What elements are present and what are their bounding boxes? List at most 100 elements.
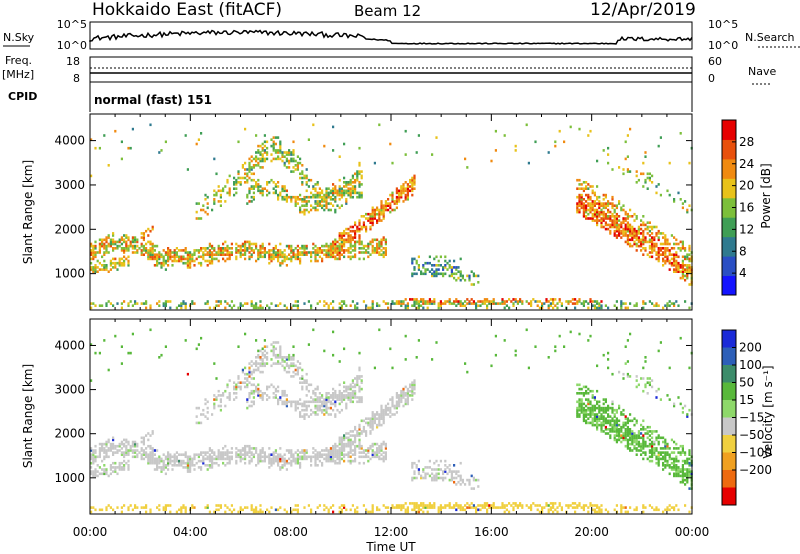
- power-cell: [307, 251, 310, 254]
- velocity-cell: [343, 385, 346, 389]
- velocity-cell: [173, 457, 176, 461]
- power-cell: [642, 185, 645, 188]
- power-cell: [255, 159, 258, 163]
- freq-left-tick-top: 18: [66, 55, 80, 68]
- power-cell: [103, 266, 106, 269]
- velocity-cell: [310, 459, 313, 463]
- velocity-cell: [204, 464, 207, 467]
- velocity-cell: [217, 389, 220, 393]
- power-cell: [589, 129, 592, 133]
- power-cell: [637, 178, 640, 182]
- power-cell: [105, 304, 108, 307]
- velocity-cell: [477, 508, 480, 512]
- power-data: [90, 123, 693, 310]
- power-cell: [310, 304, 313, 307]
- velocity-cell: [358, 387, 361, 391]
- power-cell: [167, 300, 170, 303]
- velocity-cell: [290, 461, 293, 465]
- velocity-cell: [235, 396, 238, 399]
- power-cell: [587, 204, 590, 207]
- velocity-cell: [338, 451, 341, 454]
- velocity-cell: [217, 508, 220, 512]
- power-cell: [292, 253, 295, 256]
- power-cell: [318, 202, 321, 205]
- velocity-cell: [272, 385, 275, 389]
- velocity-cell: [274, 389, 277, 393]
- velocity-cell: [629, 332, 632, 336]
- power-cell: [255, 306, 258, 310]
- velocity-cell: [360, 455, 363, 459]
- velocity-cell: [195, 347, 198, 351]
- power-cell: [637, 225, 640, 229]
- velocity-cell: [305, 451, 308, 454]
- power-cell: [378, 123, 381, 127]
- power-cell: [244, 251, 247, 254]
- velocity-cell: [127, 459, 130, 463]
- power-cell: [261, 142, 264, 146]
- power-cell: [241, 242, 244, 246]
- power-cell: [90, 302, 93, 305]
- power-cell: [334, 185, 337, 188]
- power-cell: [371, 306, 374, 310]
- velocity-cell: [371, 508, 374, 512]
- velocity-cell: [248, 372, 251, 376]
- velocity-cell: [283, 400, 286, 404]
- power-cell: [402, 300, 405, 303]
- velocity-cell: [596, 400, 599, 404]
- power-cell: [409, 298, 412, 301]
- power-cell: [624, 223, 627, 227]
- power-cell: [389, 202, 392, 205]
- velocity-cell: [277, 341, 280, 344]
- velocity-cell: [358, 375, 361, 378]
- power-cell: [666, 302, 669, 305]
- velocity-cell: [118, 468, 121, 471]
- power-cell: [303, 244, 306, 248]
- velocity-cell: [391, 400, 394, 404]
- power-cell: [653, 304, 656, 307]
- power-cell: [400, 191, 403, 195]
- power-colorbar-tick: 20: [739, 179, 754, 193]
- power-cell: [596, 223, 599, 227]
- velocity-cell: [206, 451, 209, 454]
- velocity-cell: [369, 417, 372, 420]
- velocity-cell: [272, 459, 275, 463]
- power-cell: [426, 306, 429, 310]
- velocity-cell: [138, 451, 141, 454]
- velocity-cell: [651, 430, 654, 433]
- power-cell: [244, 257, 247, 261]
- power-cell: [525, 300, 528, 303]
- power-colorbar-swatch: [722, 158, 736, 179]
- velocity-cell: [277, 360, 280, 363]
- velocity-cell: [338, 442, 341, 446]
- velocity-cell: [325, 447, 328, 450]
- power-cell: [371, 221, 374, 224]
- power-cell: [239, 249, 242, 252]
- power-cell: [336, 247, 339, 250]
- velocity-cell: [325, 506, 328, 509]
- power-cell: [178, 249, 181, 252]
- power-cell: [635, 229, 638, 233]
- power-cell: [602, 202, 605, 205]
- power-cell: [208, 253, 211, 256]
- power-cell: [587, 302, 590, 305]
- velocity-cell: [125, 444, 128, 448]
- power-cell: [369, 242, 372, 246]
- velocity-cell: [252, 383, 255, 387]
- velocity-cell: [233, 385, 236, 389]
- power-cell: [156, 264, 159, 267]
- velocity-cell: [325, 394, 328, 397]
- power-cell: [279, 191, 282, 195]
- power-cell: [629, 242, 632, 246]
- velocity-cell: [261, 364, 264, 368]
- power-cell: [472, 272, 475, 276]
- power-cell: [635, 174, 638, 178]
- velocity-cell: [411, 387, 414, 391]
- velocity-cell: [349, 392, 352, 395]
- power-cell: [613, 219, 616, 222]
- velocity-cell: [340, 508, 343, 512]
- power-cell: [92, 253, 95, 256]
- power-cell: [681, 247, 684, 250]
- power-cell: [501, 300, 504, 303]
- power-cell: [413, 302, 416, 305]
- velocity-cell: [180, 459, 183, 463]
